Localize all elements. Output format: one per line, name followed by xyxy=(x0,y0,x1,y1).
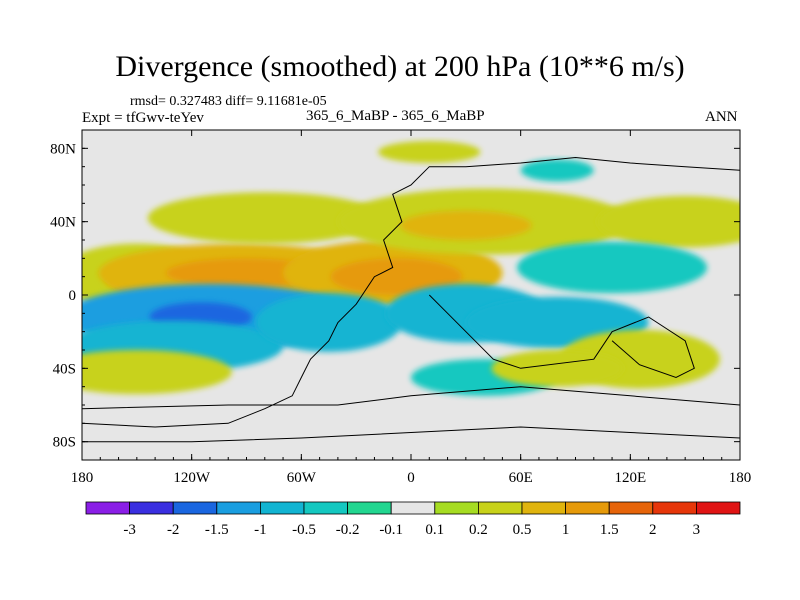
x-tick-label: 60W xyxy=(287,470,317,486)
colorbar-label: 0.1 xyxy=(425,522,444,538)
colorbar-box xyxy=(608,501,654,515)
colorbar-label: -0.5 xyxy=(292,522,316,538)
colorbar: -3 -2 -1.5 -1 -0.5 -0.2 -0.1 0.1 0.2 0.5 1 1.5 2 3 xyxy=(85,501,741,538)
coastline-3 xyxy=(82,386,740,410)
contour-fields xyxy=(82,141,740,396)
colorbar-label: 0.5 xyxy=(513,522,532,538)
field-siberia-negative xyxy=(520,159,594,182)
field-southern-ocean-positive xyxy=(491,350,624,387)
coastline-1 xyxy=(82,426,740,443)
field-arctic-positive xyxy=(378,141,481,163)
colorbar-label: -0.1 xyxy=(379,522,403,538)
colorbar-label: 3 xyxy=(693,522,701,538)
coastlines xyxy=(82,156,740,443)
colorbar-label: 2 xyxy=(649,522,657,538)
colorbar-box xyxy=(347,501,392,515)
x-tick-label: 180 xyxy=(71,470,94,486)
axis-ticks: 180 120W 60W 0 60E 120E 180 80N 40N 0 40S 80S xyxy=(50,130,751,486)
colorbar-box xyxy=(565,501,610,515)
y-tick-label: 80S xyxy=(53,435,76,451)
x-tick-label: 180 xyxy=(729,470,752,486)
case-text: 365_6_MaBP - 365_6_MaBP xyxy=(306,108,485,124)
field-south-pacific-positive xyxy=(82,350,232,394)
colorbar-label: -0.2 xyxy=(336,522,360,538)
x-tick-label: 60E xyxy=(509,470,533,486)
colorbar-box xyxy=(303,501,348,515)
y-tick-label: 40S xyxy=(53,361,76,377)
x-tick-label: 0 xyxy=(407,470,415,486)
colorbar-box xyxy=(652,501,697,515)
field-europe-positive-core xyxy=(400,210,532,240)
colorbar-box xyxy=(259,501,305,515)
stats-text: rmsd= 0.327483 diff= 9.11681e-05 xyxy=(130,94,327,109)
colorbar-box xyxy=(129,501,174,515)
colorbar-box xyxy=(477,501,523,515)
y-tick-label: 0 xyxy=(69,288,77,304)
coastline-2 xyxy=(428,294,695,379)
field-asia-negative xyxy=(517,241,708,294)
colorbar-label: -3 xyxy=(123,522,136,538)
field-nw-pacific-positive xyxy=(597,196,740,248)
colorbar-box xyxy=(521,501,566,515)
expt-text: Expt = tfGwv-teYev xyxy=(82,110,204,126)
colorbar-label: 1.5 xyxy=(600,522,619,538)
colorbar-box xyxy=(85,501,130,515)
coastline-0 xyxy=(82,156,740,428)
colorbar-box xyxy=(434,501,479,515)
y-tick-label: 80N xyxy=(50,141,76,157)
colorbar-label: -1.5 xyxy=(205,522,229,538)
x-tick-label: 120E xyxy=(614,470,646,486)
colorbar-label: -1 xyxy=(254,522,267,538)
chart-title: Divergence (smoothed) at 200 hPa (10**6 … xyxy=(115,50,685,83)
y-tick-label: 40N xyxy=(50,215,76,231)
season-text: ANN xyxy=(705,109,738,125)
colorbar-label: 0.2 xyxy=(469,522,488,538)
colorbar-box xyxy=(216,501,261,515)
field-north-atlantic-positive xyxy=(147,192,382,244)
field-south-atlantic-negative xyxy=(255,293,402,352)
colorbar-box xyxy=(390,501,436,515)
colorbar-box xyxy=(172,501,218,515)
colorbar-label: -2 xyxy=(167,522,180,538)
x-tick-label: 120W xyxy=(173,470,211,486)
field-africa-positive-core xyxy=(330,258,463,295)
colorbar-box xyxy=(696,501,741,515)
colorbar-label: 1 xyxy=(562,522,570,538)
